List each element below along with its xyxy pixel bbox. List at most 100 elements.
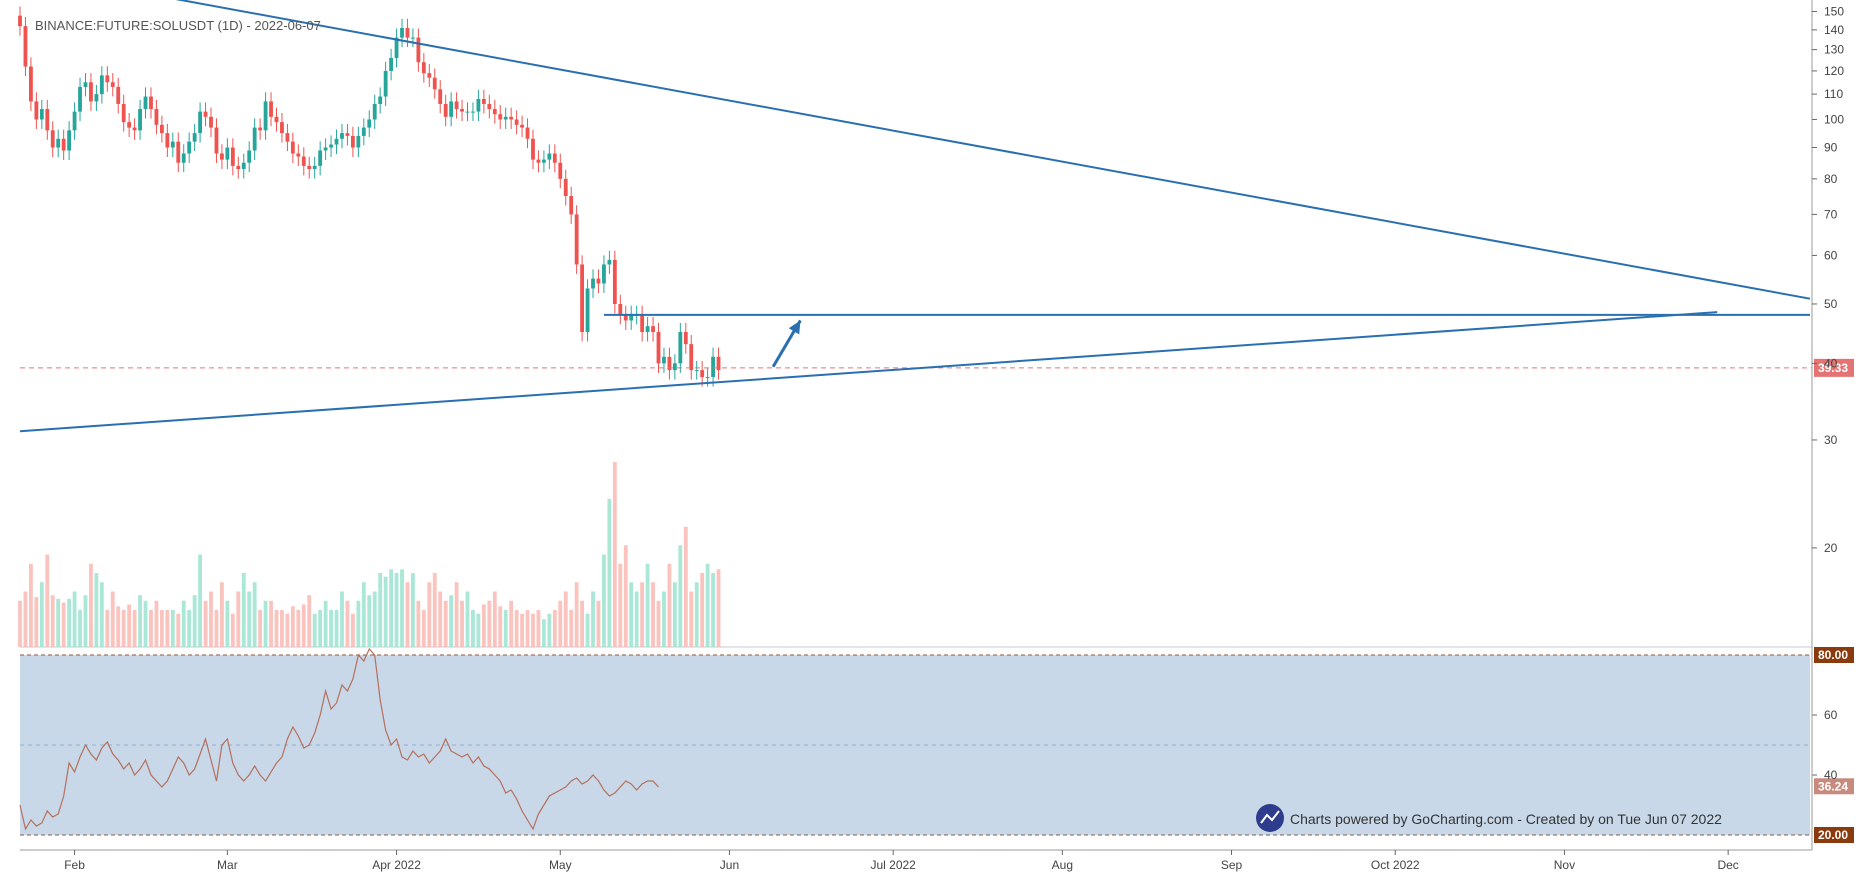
candle-body	[552, 153, 557, 163]
volume-bar	[50, 595, 55, 647]
volume-bar	[187, 610, 192, 647]
candle-body	[94, 94, 99, 102]
price-tick-label: 90	[1824, 141, 1838, 155]
volume-bar	[552, 610, 557, 647]
volume-bar	[209, 591, 213, 647]
volume-bar	[170, 610, 175, 647]
candle-body	[340, 133, 344, 139]
candle-body	[378, 96, 383, 104]
volume-bar	[520, 613, 524, 647]
candle-body	[492, 109, 497, 115]
volume-bar	[361, 582, 366, 647]
candle-body	[39, 109, 44, 120]
candle-body	[143, 96, 148, 110]
volume-bar	[323, 600, 328, 647]
candle-body	[214, 127, 219, 154]
price-tick-label: 40	[1824, 356, 1838, 370]
volume-bar	[509, 600, 514, 647]
volume-bar	[563, 591, 568, 647]
candle-body	[547, 153, 552, 160]
candle-body	[651, 326, 655, 333]
candle-body	[323, 147, 328, 151]
candle-body	[61, 138, 66, 151]
credit-text: Charts powered by GoCharting.com - Creat…	[1290, 811, 1722, 827]
volume-bar	[285, 613, 290, 647]
candle-body	[312, 165, 317, 170]
candle-body	[263, 101, 268, 131]
volume-bar	[449, 595, 454, 647]
volume-bar	[694, 582, 699, 647]
candle-body	[334, 138, 339, 145]
candle-body	[585, 288, 590, 333]
volume-bar	[716, 569, 721, 647]
candle-body	[667, 356, 672, 371]
price-tick-label: 150	[1824, 5, 1844, 19]
candle-body	[498, 114, 503, 120]
volume-bar	[99, 582, 104, 647]
volume-bar	[591, 591, 595, 647]
candle-body	[569, 196, 574, 215]
volume-bar	[225, 600, 230, 647]
candle-body	[280, 122, 284, 134]
rsi-line	[19, 647, 659, 831]
volume-bar	[214, 610, 219, 647]
volume-bar	[416, 600, 421, 647]
volume-bar	[263, 600, 268, 647]
volume-bar	[443, 600, 448, 647]
candle-body	[170, 141, 175, 148]
time-tick-label: Mar	[217, 858, 238, 872]
candle-body	[640, 314, 645, 333]
candle-body	[400, 27, 404, 38]
candle-body	[503, 116, 508, 120]
candle-body	[405, 27, 410, 38]
volume-bar	[498, 606, 503, 647]
time-tick-label: Nov	[1554, 858, 1575, 872]
candle-body	[700, 370, 705, 378]
candle-body	[45, 109, 50, 131]
rsi-last-label: 36.24	[1818, 779, 1848, 793]
candle-body	[203, 111, 208, 117]
candle-body	[127, 122, 132, 128]
candle-body	[350, 135, 355, 148]
axes[interactable]: 150 140 130 120 110 100 90 80 70 60 50 40 30 20 Feb Mar…	[20, 0, 1844, 872]
volume-bar	[138, 595, 142, 647]
candle-body	[694, 370, 699, 372]
candle-body	[449, 101, 454, 117]
candle-body	[471, 111, 475, 113]
volume-bar	[127, 604, 132, 647]
volume-bar	[34, 597, 39, 647]
chart-title: BINANCE:FUTURE:SOLUSDT (1D) - 2022-06-07	[35, 18, 321, 33]
candle-body	[176, 141, 181, 163]
volume-bar	[236, 591, 241, 647]
volume-bar	[301, 604, 306, 647]
volume-bar	[705, 563, 710, 647]
volume-bar	[159, 610, 164, 647]
candle-body	[99, 75, 104, 95]
candle-body	[678, 332, 683, 364]
chart-logo-icon-glyph	[1260, 810, 1280, 824]
candle-body	[541, 159, 546, 163]
volume-bar	[569, 610, 574, 647]
candle-body	[574, 214, 579, 265]
volume-bar	[230, 613, 235, 647]
candle-body	[236, 165, 241, 170]
candlestick-series[interactable]	[18, 6, 721, 387]
volume-bar	[602, 554, 606, 647]
volume-bar	[340, 591, 344, 647]
candle-body	[225, 147, 230, 160]
volume-bar	[476, 613, 481, 647]
rsi-panel[interactable]: 80.00 20.00 36.24 60 40	[19, 647, 1854, 843]
volume-bar	[427, 582, 432, 647]
price-tick-label: 110	[1824, 87, 1843, 101]
drawing-layer[interactable]: 39.33	[19, 0, 1854, 433]
candle-body	[602, 264, 606, 284]
candle-body	[509, 116, 514, 120]
volume-bar	[618, 563, 623, 647]
volume-bar	[334, 610, 339, 647]
credit-watermark: Charts powered by GoCharting.com - Creat…	[1256, 804, 1722, 832]
candle-body	[18, 15, 22, 27]
candle-body	[454, 101, 459, 110]
volume-bar	[280, 610, 284, 647]
volume-bar	[689, 591, 694, 647]
